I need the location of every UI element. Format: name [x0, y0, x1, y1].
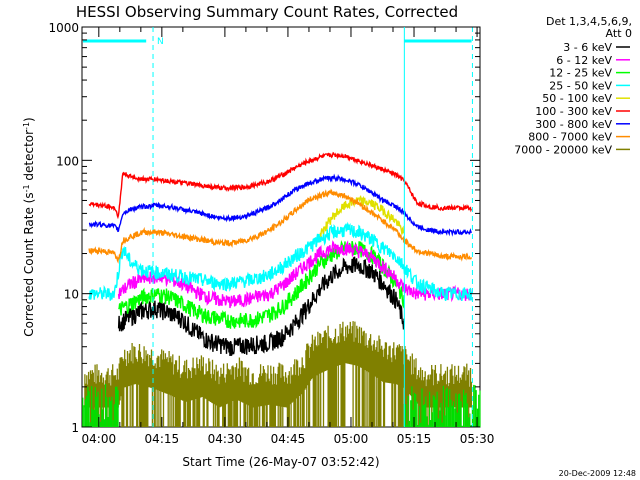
- series-4: [319, 194, 405, 237]
- series-6: [88, 173, 473, 237]
- series-path-4: [319, 194, 405, 237]
- series-5: [88, 151, 473, 220]
- night-marker-label: N: [157, 37, 164, 47]
- legend-label-0: 3 - 6 keV: [563, 41, 612, 54]
- y-axis-label-sup2: -1: [22, 122, 31, 130]
- x-tick-label-0: 04:00: [82, 432, 117, 446]
- series-path-8: [84, 321, 473, 427]
- legend-label-4: 50 - 100 keV: [542, 92, 612, 105]
- series-path-2: [118, 239, 405, 329]
- legend-label-7: 800 - 7000 keV: [528, 131, 612, 144]
- chart-title: HESSI Observing Summary Count Rates, Cor…: [76, 3, 458, 21]
- series-2-low-path: [82, 384, 481, 427]
- legend-label-6: 300 - 800 keV: [535, 118, 612, 131]
- series-path-6: [88, 173, 473, 237]
- series-8: [84, 321, 473, 427]
- series-3: [88, 221, 473, 302]
- y-axis-label: Corrected Count Rate (s-1 detector-1): [22, 117, 37, 336]
- series-path-0: [117, 256, 405, 357]
- series-7: [88, 188, 473, 264]
- legend-header-1: Att 0: [606, 27, 632, 40]
- y-axis-label-sup1: -1: [22, 184, 31, 192]
- x-axis-label: Start Time (26-May-07 03:52:42): [182, 455, 379, 469]
- legend-label-5: 100 - 300 keV: [535, 105, 612, 118]
- y-tick-label-1: 10: [64, 288, 79, 302]
- legend-header-0: Det 1,3,4,5,6,9,: [546, 15, 632, 28]
- y-tick-label-0: 1: [71, 421, 79, 435]
- series-path-5: [88, 151, 473, 220]
- axis-layer: 04:00 04:15 04:30 04:45 05:00 05:15 05:30 1 10 10…: [48, 21, 494, 446]
- legend-label-8: 7000 - 20000 keV: [514, 143, 612, 156]
- x-tick-label-5: 05:15: [397, 432, 432, 446]
- timestamp: 20-Dec-2009 12:48: [559, 469, 636, 478]
- legend-label-1: 6 - 12 keV: [556, 54, 612, 67]
- series-2-low-band: [82, 384, 481, 427]
- y-axis-label-part2: detector: [22, 130, 36, 185]
- y-axis-label-part1: Corrected Count Rate (s: [22, 192, 36, 336]
- series-path-7: [88, 188, 473, 264]
- x-tick-label-6: 05:30: [460, 432, 495, 446]
- x-tick-label-3: 04:45: [271, 432, 306, 446]
- x-tick-label-1: 04:15: [145, 432, 180, 446]
- y-tick-label-2: 100: [56, 154, 79, 168]
- x-tick-label-2: 04:30: [208, 432, 243, 446]
- x-tick-label-4: 05:00: [334, 432, 369, 446]
- series-layer: [82, 151, 481, 427]
- y-tick-label-3: 1000: [48, 21, 79, 35]
- y-axis-label-part3: ): [22, 117, 36, 122]
- legend-label-2: 12 - 25 keV: [549, 67, 612, 80]
- series-path-3: [88, 221, 473, 302]
- annotation-layer: N: [83, 27, 473, 427]
- series-0: [117, 256, 405, 357]
- legend-label-3: 25 - 50 keV: [549, 79, 612, 92]
- series-2: [118, 239, 405, 329]
